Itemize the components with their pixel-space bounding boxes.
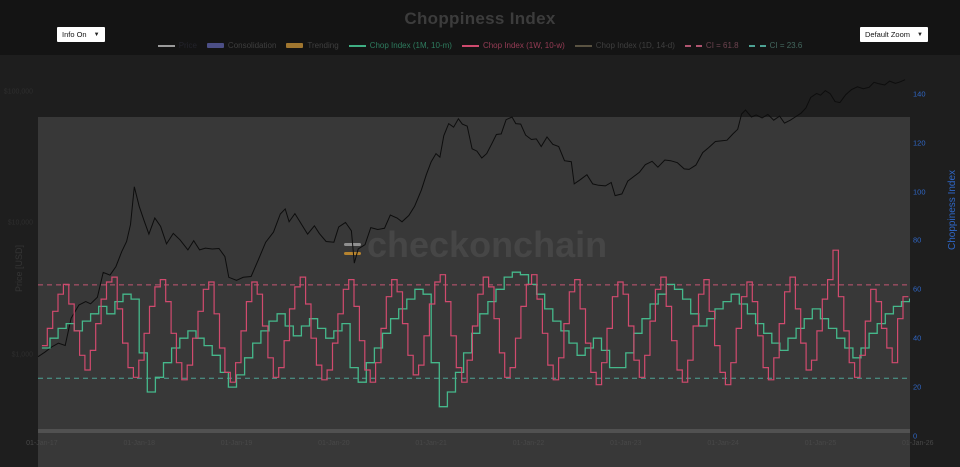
x-tick-label: 01-Jan-22	[512, 440, 545, 447]
legend-item-ci-23-6[interactable]: CI = 23.6	[748, 41, 803, 50]
x-axis-tick-labels: 01-Jan-17 01-Jan-18 01-Jan-19 01-Jan-20 01-J…	[26, 440, 933, 452]
right-axis-tick-label: 60	[913, 284, 922, 294]
legend-item-label: Chop Index (1W, 10-w)	[482, 41, 565, 50]
left-axis-tick-labels: $1,000 $10,000 $100,000	[0, 62, 36, 436]
x-tick-label: 01-Jan-23	[610, 440, 642, 447]
watermark-text: checkonchain	[367, 224, 608, 265]
series-chop-index-1m-10-m	[41, 271, 910, 408]
legend-item-label: Chop Index (1D, 14-d)	[595, 41, 675, 50]
zoom-dropdown[interactable]: Default Zoom ▼	[860, 27, 928, 42]
watermark: checkonchain	[344, 224, 607, 266]
x-tick-label: 01-Jan-26	[902, 440, 934, 447]
zoom-dropdown-label: Default Zoom	[865, 30, 911, 39]
legend-swatch-icon	[574, 44, 592, 47]
x-tick-label: 01-Jan-18	[123, 440, 155, 447]
legend-item-label: CI = 23.6	[769, 41, 803, 50]
series-chop-index-1w-10-w	[41, 249, 909, 386]
legend-item-label: Chop Index (1M, 10-m)	[369, 41, 452, 50]
legend-item-label: Trending	[307, 41, 339, 50]
legend-item-chop-index-1m-10-m[interactable]: Chop Index (1M, 10-m)	[348, 41, 452, 50]
right-axis-title: Choppiness Index	[947, 169, 958, 250]
legend-swatch-icon	[286, 43, 304, 48]
right-axis-tick-label: 20	[913, 382, 922, 392]
x-axis-strip	[38, 429, 910, 433]
chevron-down-icon: ▼	[917, 31, 923, 38]
logo-bar-orange	[344, 252, 361, 255]
left-axis-tick-label: $1,000	[11, 351, 33, 359]
chart-region: checkonchain	[0, 55, 960, 467]
page-title: Choppiness Index	[404, 9, 556, 28]
plot-area[interactable]	[38, 117, 910, 467]
legend-item-label: Consolidation	[227, 41, 277, 50]
plot-canvas[interactable]	[38, 62, 910, 436]
info-dropdown[interactable]: Info On ▼	[57, 27, 105, 42]
right-axis-tick-labels: 0 20 40 60 80 100 120 140	[913, 62, 943, 440]
legend-item-label: CI = 61.8	[705, 41, 739, 50]
x-tick-label: 01-Jan-25	[804, 440, 837, 447]
chevron-down-icon: ▼	[93, 31, 100, 38]
right-axis-tick-label: 140	[913, 89, 926, 99]
right-axis-tick-label: 100	[913, 187, 926, 197]
info-dropdown-label: Info On	[62, 30, 87, 39]
legend-item-ci-61-8[interactable]: CI = 61.8	[684, 41, 739, 50]
right-axis-tick-label: 120	[913, 138, 926, 148]
legend-item-label: Price	[178, 41, 197, 50]
series-price	[38, 79, 906, 358]
legend-item-trending[interactable]: Trending	[286, 41, 339, 50]
x-tick-label: 01-Jan-20	[318, 440, 350, 447]
x-tick-label: 01-Jan-24	[707, 440, 739, 447]
legend-swatch-icon	[206, 43, 224, 48]
legend-item-consolidation[interactable]: Consolidation	[206, 41, 277, 50]
legend-swatch-icon	[461, 44, 479, 47]
legend: Price Consolidation Trending Chop Index (1M…	[0, 41, 960, 50]
legend-item-price[interactable]: Price	[157, 41, 197, 50]
legend-item-chop-index-1d-14-d[interactable]: Chop Index (1D, 14-d)	[574, 41, 675, 50]
left-axis-tick-label: $100,000	[3, 88, 33, 96]
legend-swatch-icon	[348, 44, 366, 47]
left-axis-tick-label: $10,000	[7, 219, 33, 227]
legend-swatch-icon	[157, 44, 175, 47]
legend-item-chop-index-1w-10-w[interactable]: Chop Index (1W, 10-w)	[461, 41, 565, 50]
right-axis-tick-label: 80	[913, 235, 922, 245]
right-axis-tick-label: 0	[913, 431, 918, 441]
legend-swatch-icon	[748, 44, 766, 47]
legend-swatch-icon	[684, 44, 702, 47]
x-tick-label: 01-Jan-17	[26, 440, 58, 447]
right-axis-tick-label: 40	[913, 333, 922, 343]
x-tick-label: 01-Jan-21	[415, 440, 447, 447]
x-tick-label: 01-Jan-19	[220, 440, 253, 447]
